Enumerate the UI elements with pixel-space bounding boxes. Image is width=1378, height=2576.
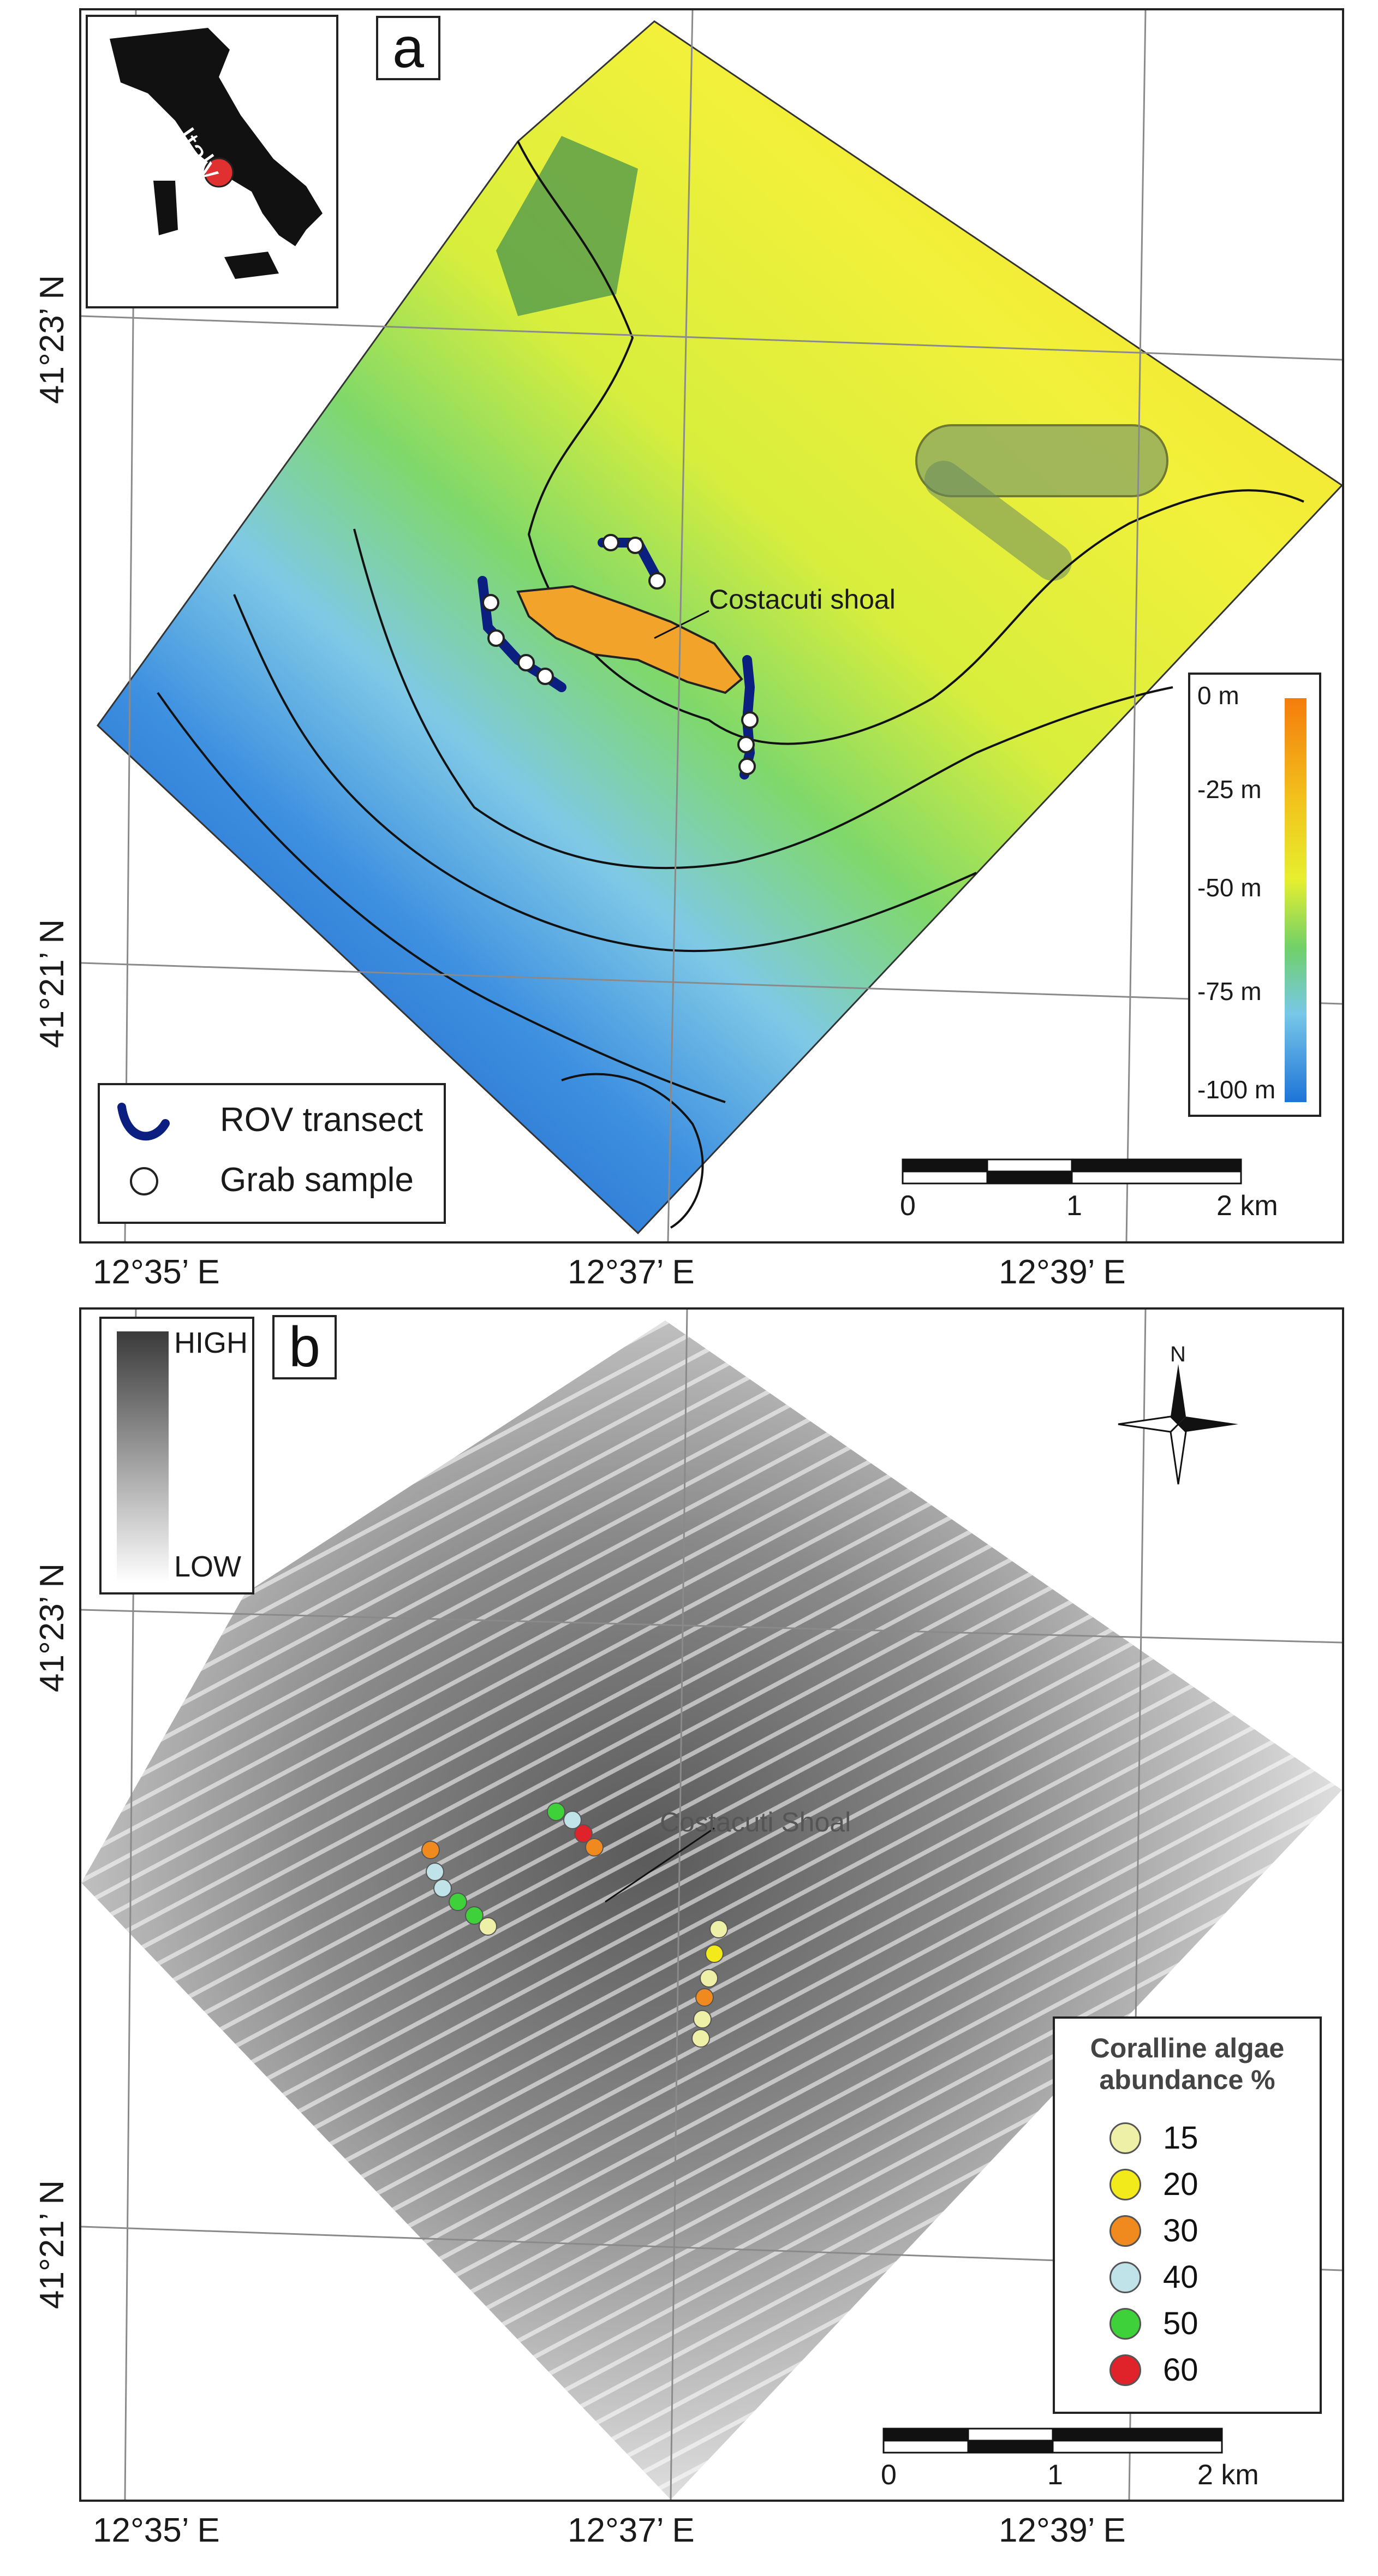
contour-lines xyxy=(157,141,1304,1229)
panel-b-label: b xyxy=(272,1315,337,1379)
scale-a-tick-2: 2 km xyxy=(1216,1190,1278,1222)
panel-b-map: b HIGH LOW N Costacuti Shoal Coralline a… xyxy=(79,1307,1344,2502)
shoal-pointer-b xyxy=(605,1827,715,1903)
legend-a: ROV transect Grab sample xyxy=(98,1083,446,1224)
lat-b-1: 41°23’ N xyxy=(33,1563,71,1692)
lon-b-3: 12°39’ E xyxy=(999,2512,1126,2549)
lon-b-1: 12°35’ E xyxy=(93,2512,220,2549)
legend-value-60: 60 xyxy=(1163,2352,1198,2388)
scale-b-tick-1: 1 xyxy=(1047,2459,1063,2491)
lon-b-2: 12°37’ E xyxy=(568,2512,695,2549)
legend-row-40: 40 xyxy=(1109,2259,1198,2295)
legend-dot-15 xyxy=(1109,2122,1141,2154)
costacuti-shoal xyxy=(516,585,743,694)
legend-value-15: 15 xyxy=(1163,2120,1198,2156)
legend-value-50: 50 xyxy=(1163,2306,1198,2341)
scalebar-b xyxy=(882,2428,1223,2454)
legend-row-30: 30 xyxy=(1109,2212,1198,2249)
lat-b-2: 41°21’ N xyxy=(33,2180,71,2309)
panel-a-label: a xyxy=(376,16,440,80)
legend-dot-50 xyxy=(1109,2307,1141,2340)
legend-rov-label: ROV transect xyxy=(220,1101,423,1139)
abundance-legend-title: Coralline algae abundance % xyxy=(1090,2033,1285,2095)
graticule xyxy=(81,10,1342,1241)
panel-a-map: Italy a Costacuti shoal 0 m -25 m -50 m … xyxy=(79,8,1344,1244)
lat-a-2: 41°21’ N xyxy=(33,919,71,1048)
depth-label-100: -100 m xyxy=(1197,1075,1276,1104)
scale-b-tick-2: 2 km xyxy=(1197,2459,1259,2491)
panel-b-svg xyxy=(81,1310,1342,2500)
transect-samples-b xyxy=(421,1802,728,2048)
grab-legend-symbol xyxy=(130,1167,158,1195)
legend-grab-label: Grab sample xyxy=(220,1161,414,1199)
backscatter-gradient-bar xyxy=(117,1331,169,1583)
shoal-label-b: Costacuti Shoal xyxy=(660,1807,851,1837)
scale-b-tick-0: 0 xyxy=(881,2459,897,2491)
panel-a-svg xyxy=(81,10,1342,1241)
north-label: N xyxy=(1170,1342,1186,1366)
backscatter-high-label: HIGH xyxy=(174,1326,248,1359)
lon-a-3: 12°39’ E xyxy=(999,1253,1126,1291)
backscatter-low-label: LOW xyxy=(174,1550,242,1583)
study-site-marker xyxy=(204,157,234,188)
north-arrow-icon xyxy=(1118,1364,1238,1485)
scale-a-tick-0: 0 xyxy=(900,1190,916,1222)
backscatter-swath-stripes xyxy=(81,1320,1342,2500)
depth-label-75: -75 m xyxy=(1197,977,1262,1006)
shoal-pointer xyxy=(654,610,709,639)
shoal-label-a: Costacuti shoal xyxy=(709,584,896,615)
depth-label-25: -25 m xyxy=(1197,775,1262,804)
legend-value-20: 20 xyxy=(1163,2167,1198,2202)
scalebar-a xyxy=(902,1158,1242,1185)
legend-value-30: 30 xyxy=(1163,2213,1198,2248)
grab-samples xyxy=(482,534,759,775)
scale-a-tick-1: 1 xyxy=(1066,1190,1082,1222)
elongated-depression xyxy=(915,424,1168,497)
legend-row-50: 50 xyxy=(1109,2305,1198,2342)
legend-row-15: 15 xyxy=(1109,2120,1198,2156)
depth-label-0: 0 m xyxy=(1197,681,1239,710)
legend-row-60: 60 xyxy=(1109,2352,1198,2388)
lon-a-2: 12°37’ E xyxy=(568,1253,695,1291)
depression-tail xyxy=(924,461,1072,581)
lon-a-1: 12°35’ E xyxy=(93,1253,220,1291)
inset-italy: Italy xyxy=(86,15,338,308)
bathymetry-survey-area xyxy=(97,20,1342,1235)
depth-label-50: -50 m xyxy=(1197,873,1262,902)
legend-dot-40 xyxy=(1109,2261,1141,2293)
abundance-legend: Coralline algae abundance % 15 20 30 40 … xyxy=(1053,2016,1322,2414)
legend-row-20: 20 xyxy=(1109,2166,1198,2203)
legend-dot-20 xyxy=(1109,2168,1141,2200)
italy-silhouette xyxy=(110,28,323,279)
legend-value-40: 40 xyxy=(1163,2259,1198,2295)
lat-a-1: 41°23’ N xyxy=(33,275,71,404)
rov-legend-symbol xyxy=(117,1103,170,1141)
rocky-outcrop-nw xyxy=(496,136,638,316)
legend-dot-30 xyxy=(1109,2215,1141,2247)
depth-colorbar xyxy=(1285,698,1307,1102)
legend-dot-60 xyxy=(1109,2354,1141,2386)
